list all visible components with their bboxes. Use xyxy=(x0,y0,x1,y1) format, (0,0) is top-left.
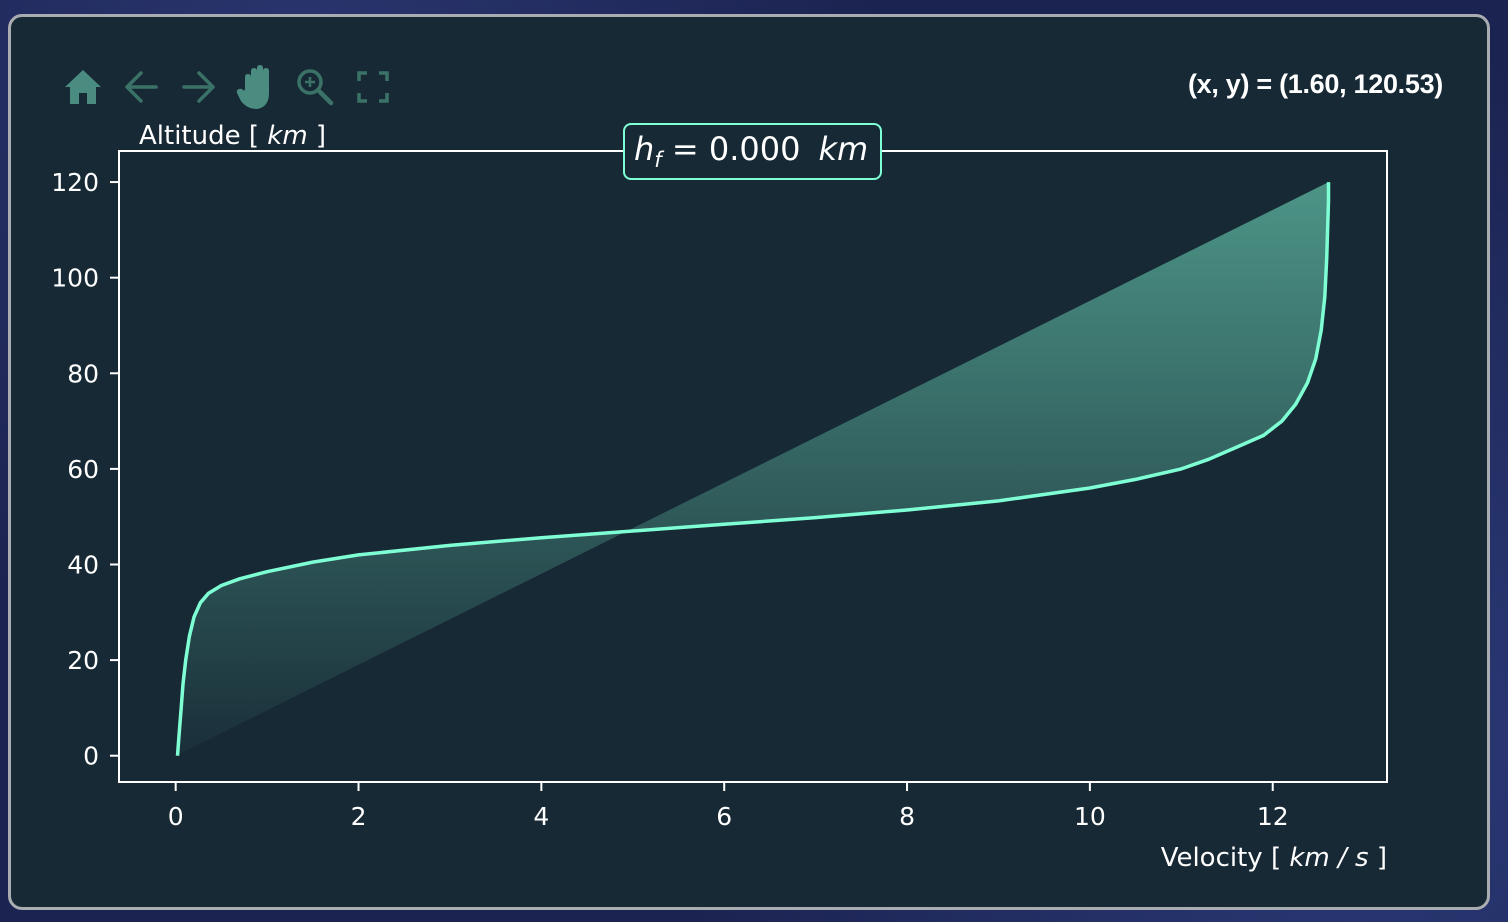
x-tick-label: 6 xyxy=(716,802,732,831)
y-tick-label: 100 xyxy=(51,264,99,293)
fullscreen-icon xyxy=(357,71,389,103)
y-tick-label: 60 xyxy=(67,455,99,484)
fullscreen-button[interactable] xyxy=(351,65,395,109)
x-tick-label: 10 xyxy=(1074,802,1106,831)
y-tick-label: 120 xyxy=(51,168,99,197)
home-button[interactable] xyxy=(61,65,105,109)
home-icon xyxy=(65,70,101,104)
y-tick-label: 80 xyxy=(67,359,99,388)
y-tick-label: 40 xyxy=(67,550,99,579)
y-axis-label: Altitude [ km ] xyxy=(139,121,326,151)
annotation-text: hf = 0.000 km xyxy=(634,130,868,172)
forward-arrow-icon xyxy=(182,71,215,103)
x-tick-label: 0 xyxy=(168,802,184,831)
x-tick-label: 8 xyxy=(899,802,915,831)
forward-button[interactable] xyxy=(177,65,221,109)
x-axis-label: Velocity [ km / s ] xyxy=(1161,843,1387,873)
x-tick-label: 12 xyxy=(1257,802,1289,831)
y-tick-label: 0 xyxy=(83,742,99,771)
cursor-coordinates: (x, y) = (1.60, 120.53) xyxy=(1187,69,1443,99)
back-button[interactable] xyxy=(119,65,163,109)
x-tick-label: 4 xyxy=(533,802,549,831)
zoom-button[interactable] xyxy=(293,65,337,109)
shaded-area xyxy=(175,182,1329,756)
annotation-box xyxy=(623,123,882,180)
x-tick-label: 2 xyxy=(351,802,367,831)
pan-hand-icon xyxy=(236,65,269,109)
y-tick-label: 20 xyxy=(67,646,99,675)
back-arrow-icon xyxy=(125,71,158,103)
zoom-icon xyxy=(297,69,334,106)
velocity-altitude-line xyxy=(175,182,1331,756)
navigation-toolbar xyxy=(61,65,409,109)
final-altitude-annotation: hf = 0.000 km xyxy=(623,123,882,180)
pan-button[interactable] xyxy=(235,65,279,109)
